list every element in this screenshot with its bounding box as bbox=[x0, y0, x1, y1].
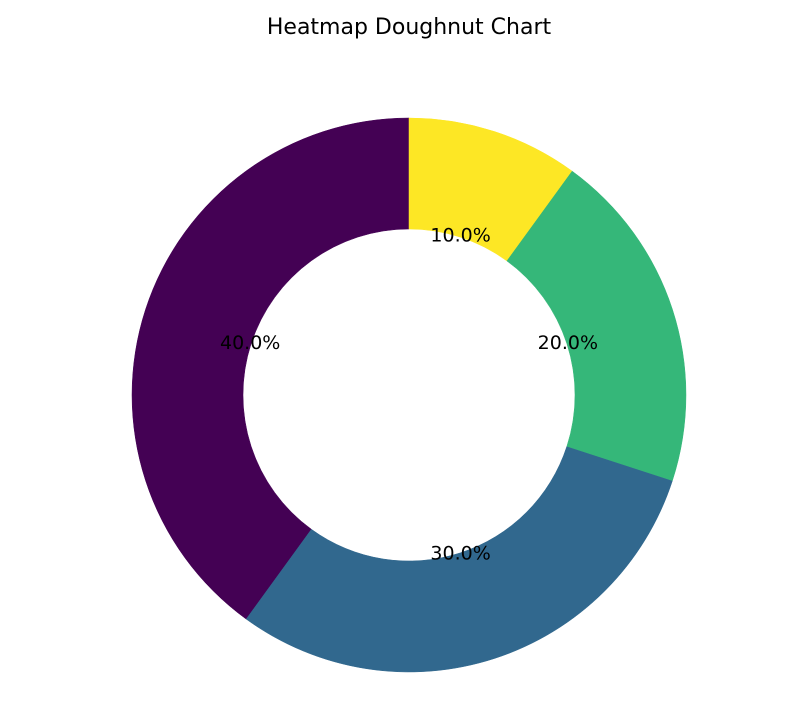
slice-label: 30.0% bbox=[430, 542, 490, 564]
slice bbox=[245, 445, 673, 673]
slice-label: 20.0% bbox=[538, 332, 598, 354]
slice-label: 40.0% bbox=[220, 332, 280, 354]
slice bbox=[408, 117, 573, 262]
labels: 40.0% 30.0% 20.0% 10.0% bbox=[220, 225, 598, 565]
slices bbox=[131, 117, 687, 673]
chart-title: Heatmap Doughnut Chart bbox=[267, 15, 552, 40]
slice-label: 10.0% bbox=[430, 225, 490, 247]
slice bbox=[506, 170, 687, 481]
slice bbox=[131, 117, 410, 620]
